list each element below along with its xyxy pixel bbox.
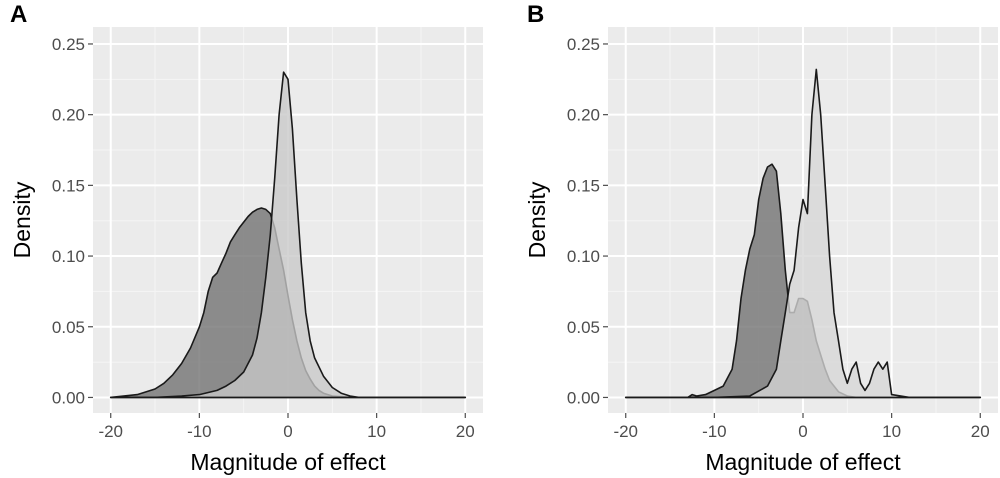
panel-label: B <box>527 1 544 28</box>
x-axis-title: Magnitude of effect <box>190 449 386 475</box>
x-tick-label: 20 <box>456 422 475 441</box>
y-tick-label: 0.05 <box>567 318 600 337</box>
y-axis-title: Density <box>524 181 550 258</box>
x-tick-label: -10 <box>702 422 727 441</box>
density-area-2 <box>624 68 982 399</box>
y-tick-label: 0.25 <box>567 35 600 54</box>
x-axis-title: Magnitude of effect <box>705 449 901 475</box>
x-tick-label: 10 <box>882 422 901 441</box>
x-tick-label: 10 <box>367 422 386 441</box>
y-tick-label: 0.15 <box>52 176 85 195</box>
x-tick-label: 0 <box>798 422 807 441</box>
y-tick-label: 0.25 <box>52 35 85 54</box>
y-tick-label: 0.00 <box>52 388 85 407</box>
y-tick-label: 0.05 <box>52 318 85 337</box>
x-tick-label: -10 <box>187 422 212 441</box>
y-tick-label: 0.15 <box>567 176 600 195</box>
x-tick-label: -20 <box>98 422 123 441</box>
y-axis-title: Density <box>9 181 35 258</box>
y-tick-label: 0.10 <box>567 247 600 266</box>
x-tick-label: 20 <box>971 422 990 441</box>
y-tick-label: 0.20 <box>567 106 600 125</box>
y-tick-label: 0.10 <box>52 247 85 266</box>
y-tick-label: 0.00 <box>567 388 600 407</box>
density-area-2 <box>109 71 467 399</box>
panel-label: A <box>10 1 27 28</box>
panel-a: 0.00 0.05 0.10 0.15 0.20 0.25 -20 -10 0 10 20 Magni… <box>9 1 483 475</box>
y-tick-label: 0.20 <box>52 106 85 125</box>
panel-b: 0.00 0.05 0.10 0.15 0.20 0.25 -20 -10 0 10 20 Magni… <box>524 1 998 475</box>
x-tick-label: -20 <box>613 422 638 441</box>
x-tick-label: 0 <box>283 422 292 441</box>
